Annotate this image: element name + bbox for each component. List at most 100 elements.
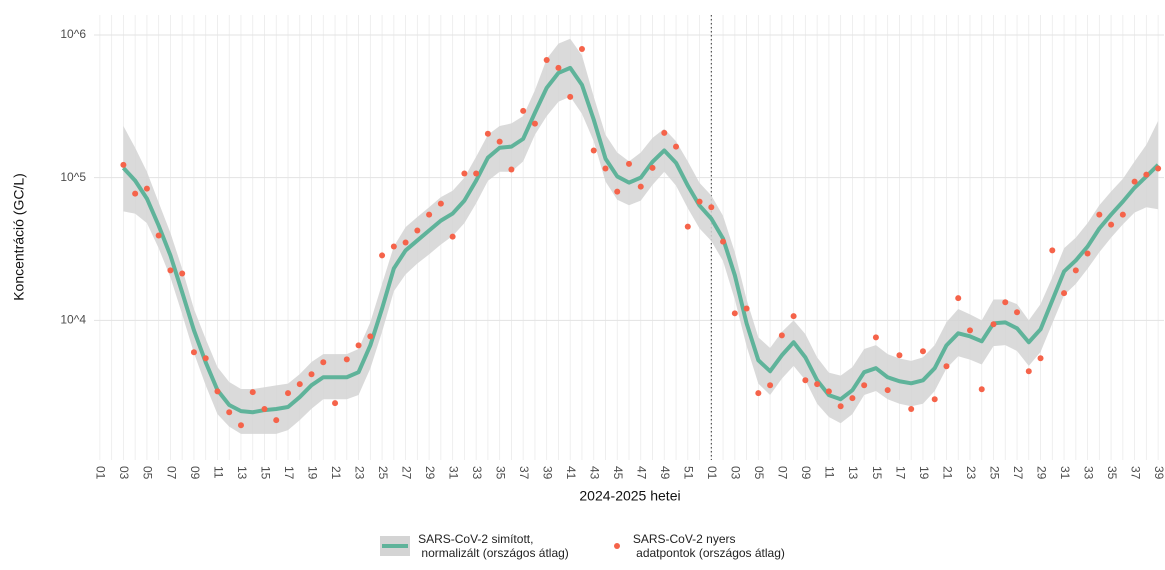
x-tick-label: 41 bbox=[564, 466, 578, 480]
data-point bbox=[708, 204, 715, 211]
x-tick-label: 25 bbox=[987, 466, 1001, 480]
data-point bbox=[496, 138, 503, 145]
data-point bbox=[649, 164, 656, 171]
data-point bbox=[179, 270, 186, 277]
data-point bbox=[884, 387, 891, 394]
legend: SARS-CoV-2 simított, normalizált (ország… bbox=[0, 532, 1165, 560]
data-point bbox=[767, 382, 774, 389]
data-point bbox=[296, 381, 303, 388]
data-point bbox=[626, 160, 632, 167]
data-point bbox=[449, 233, 456, 240]
x-tick-label: 51 bbox=[682, 466, 696, 480]
x-tick-label: 15 bbox=[258, 466, 272, 480]
data-point bbox=[1131, 178, 1138, 185]
data-point bbox=[755, 390, 762, 397]
data-point bbox=[943, 363, 950, 370]
y-tick-label: 10^6 bbox=[60, 27, 86, 41]
data-point bbox=[590, 147, 597, 154]
data-point bbox=[1025, 368, 1032, 375]
x-tick-label: 31 bbox=[1058, 466, 1072, 480]
data-point bbox=[1119, 211, 1126, 218]
x-tick-label: 07 bbox=[164, 466, 178, 480]
data-point bbox=[814, 381, 821, 388]
data-point bbox=[390, 243, 397, 250]
x-tick-label: 19 bbox=[917, 466, 931, 480]
data-point bbox=[896, 352, 903, 359]
x-tick-label: 35 bbox=[1105, 466, 1119, 480]
x-tick-label: 17 bbox=[282, 466, 296, 480]
data-point bbox=[461, 170, 468, 177]
data-point bbox=[1002, 299, 1009, 306]
data-point bbox=[214, 388, 221, 395]
data-point bbox=[473, 170, 480, 177]
confidence-band bbox=[123, 38, 1159, 434]
y-tick-label: 10^5 bbox=[60, 170, 86, 184]
data-point bbox=[120, 161, 127, 168]
data-point bbox=[778, 332, 785, 339]
data-point bbox=[614, 188, 621, 195]
data-point bbox=[426, 211, 433, 218]
data-point bbox=[355, 342, 362, 349]
x-tick-label: 23 bbox=[352, 466, 366, 480]
x-tick-label: 13 bbox=[846, 466, 860, 480]
data-point bbox=[249, 389, 256, 396]
data-point bbox=[437, 200, 444, 207]
data-point bbox=[872, 334, 879, 341]
data-point bbox=[1096, 211, 1103, 218]
y-tick-label: 10^4 bbox=[60, 313, 86, 327]
data-point bbox=[343, 356, 350, 363]
data-point bbox=[684, 223, 691, 230]
x-tick-label: 49 bbox=[658, 466, 672, 480]
plot: 2024-2025 hetei Koncentráció (GC/L) 10^4… bbox=[11, 15, 1165, 504]
x-tick-label: 09 bbox=[188, 466, 202, 480]
data-point bbox=[696, 198, 703, 205]
x-tick-label: 11 bbox=[823, 466, 837, 479]
x-tick-label: 45 bbox=[611, 466, 625, 480]
y-axis-title: Koncentráció (GC/L) bbox=[11, 173, 27, 301]
data-point bbox=[143, 185, 150, 192]
x-tick-label: 19 bbox=[305, 466, 319, 480]
data-point bbox=[837, 403, 844, 410]
x-tick-label: 11 bbox=[211, 466, 225, 479]
smoothed-line bbox=[121, 65, 1160, 415]
data-point bbox=[332, 400, 339, 407]
x-tick-label: 47 bbox=[635, 466, 649, 480]
x-tick-label: 23 bbox=[964, 466, 978, 480]
x-tick-label: 01 bbox=[705, 466, 719, 480]
data-point bbox=[825, 388, 832, 395]
data-point bbox=[555, 64, 562, 71]
data-point bbox=[790, 313, 797, 320]
x-tick-label: 07 bbox=[776, 466, 790, 480]
data-point bbox=[802, 377, 809, 384]
x-tick-label: 27 bbox=[399, 466, 413, 480]
x-tick-label: 15 bbox=[870, 466, 884, 480]
data-point bbox=[661, 129, 668, 136]
data-point bbox=[731, 310, 738, 317]
legend-item: SARS-CoV-2 simított, normalizált (ország… bbox=[380, 532, 569, 560]
data-point bbox=[402, 239, 409, 246]
data-point bbox=[1014, 309, 1021, 316]
x-tick-label: 37 bbox=[517, 466, 531, 480]
x-tick-label: 03 bbox=[729, 466, 743, 480]
x-tick-label: 35 bbox=[493, 466, 507, 480]
x-tick-label: 05 bbox=[752, 466, 766, 480]
data-point bbox=[237, 422, 244, 429]
data-point bbox=[508, 166, 515, 173]
x-tick-label: 29 bbox=[423, 466, 437, 480]
data-point bbox=[543, 56, 550, 63]
data-point bbox=[379, 252, 386, 259]
data-point bbox=[167, 267, 174, 274]
data-point bbox=[602, 165, 609, 172]
x-tick-label: 29 bbox=[1034, 466, 1048, 480]
legend-point-key bbox=[613, 543, 620, 549]
data-point bbox=[1061, 290, 1068, 297]
legend-label: SARS-CoV-2 simított, normalizált (ország… bbox=[418, 532, 569, 560]
data-point bbox=[931, 396, 938, 403]
x-tick-label: 39 bbox=[541, 466, 555, 480]
data-point bbox=[1084, 250, 1091, 257]
data-point bbox=[273, 417, 280, 424]
data-point bbox=[990, 321, 997, 328]
data-point bbox=[367, 333, 374, 340]
x-tick-label: 21 bbox=[940, 466, 954, 480]
x-tick-label: 33 bbox=[1081, 466, 1095, 480]
